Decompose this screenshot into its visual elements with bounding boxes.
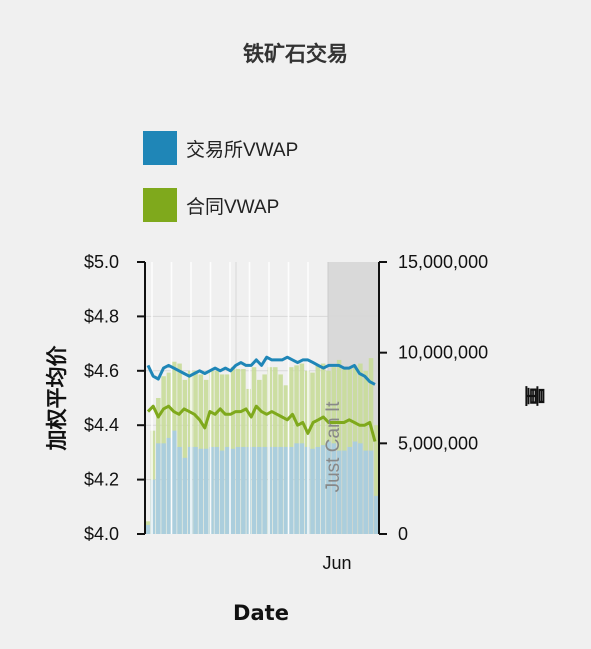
total-volume-bar [182, 379, 188, 534]
exchange-volume-bar [320, 445, 326, 534]
legend-label-exchange-vwap: 交易所VWAP [186, 139, 299, 161]
y-tick-label: $4.4 [84, 415, 119, 435]
legend-swatch-contract-vwap [143, 188, 177, 222]
total-volume-bar [336, 359, 342, 534]
exchange-volume-bar [368, 450, 374, 534]
legend-item-exchange-vwap[interactable]: 交易所VWAP [143, 131, 298, 165]
y-tick-label: $5.0 [84, 252, 119, 272]
y-tick-label: $4.0 [84, 524, 119, 544]
exchange-volume-bar [150, 479, 156, 534]
legend-swatch-exchange-vwap [143, 131, 177, 165]
legend-item-contract-vwap[interactable]: 合同VWAP [143, 188, 279, 222]
exchange-volume-bar [225, 446, 230, 534]
exchange-volume-bar [336, 450, 342, 534]
exchange-volume-bar [288, 446, 294, 534]
exchange-volume-bars [145, 262, 379, 534]
total-volume-bar [368, 358, 374, 534]
exchange-volume-bar [310, 448, 315, 534]
exchange-volume-bar [283, 446, 289, 534]
exchange-volume-bar [358, 443, 363, 534]
exchange-volume-bar [331, 443, 337, 534]
exchange-volume-bar [203, 448, 209, 534]
exchange-volume-bar [363, 450, 368, 534]
y-tick-label: $4.2 [84, 470, 119, 490]
exchange-volume-bar [219, 450, 225, 534]
exchange-volume-bar [214, 446, 220, 534]
legend-label-contract-vwap: 合同VWAP [186, 196, 280, 218]
exchange-volume-bar [235, 446, 241, 534]
exchange-volume-bar [156, 443, 161, 534]
total-volume-bar [374, 425, 379, 534]
x-tick-label: Jun [322, 553, 351, 573]
y2-tick-label: 15,000,000 [398, 252, 488, 272]
exchange-volume-bar [198, 448, 204, 534]
exchange-volume-bar [241, 446, 246, 534]
exchange-volume-bar [294, 443, 299, 534]
exchange-volume-bar [262, 446, 267, 534]
exchange-volume-bar [171, 430, 177, 534]
exchange-volume-bar [374, 495, 379, 534]
tick-labels: $5.0 $4.8 $4.6 $4.4 $4.2 $4.0 15,000,000 10,000… [84, 252, 488, 573]
chart-title: 铁矿石交易 [243, 42, 348, 66]
exchange-volume-bar [251, 446, 257, 534]
exchange-volume-bar [161, 443, 166, 534]
y2-tick-label: 0 [398, 524, 408, 544]
exchange-vwap-line [146, 355, 376, 386]
x-axis-title: Date [233, 601, 289, 625]
exchange-volume-bar [299, 443, 305, 534]
y-axis-title: 加权平均价 [45, 345, 69, 452]
y2-axis-title: 量 [522, 386, 546, 407]
exchange-volume-bar [267, 446, 273, 534]
exchange-volume-bar [230, 448, 236, 534]
y2-tick-label: 5,000,000 [398, 433, 478, 453]
exchange-volume-bar [347, 446, 353, 534]
exchange-volume-bar [326, 441, 331, 534]
y-tick-label: $4.6 [84, 361, 119, 381]
annotation-text: Just Can It [323, 401, 344, 493]
vwap-lines [146, 355, 377, 442]
exchange-volume-bar [166, 437, 172, 534]
exchange-volume-bar [193, 446, 198, 534]
exchange-volume-bar [342, 450, 347, 534]
exchange-volume-bar [315, 446, 321, 534]
y-tick-label: $4.8 [84, 306, 119, 326]
exchange-volume-bar [273, 446, 278, 534]
y2-tick-label: 10,000,000 [398, 343, 488, 363]
exchange-volume-bar [209, 446, 214, 534]
exchange-volume-bar [145, 524, 150, 534]
exchange-volume-bar [257, 446, 262, 534]
exchange-volume-bar [177, 446, 182, 534]
exchange-volume-bar [278, 446, 283, 534]
exchange-volume-bar [182, 457, 188, 534]
axes [137, 261, 387, 535]
exchange-volume-bar [352, 441, 358, 534]
contract-vwap-line [146, 404, 377, 442]
